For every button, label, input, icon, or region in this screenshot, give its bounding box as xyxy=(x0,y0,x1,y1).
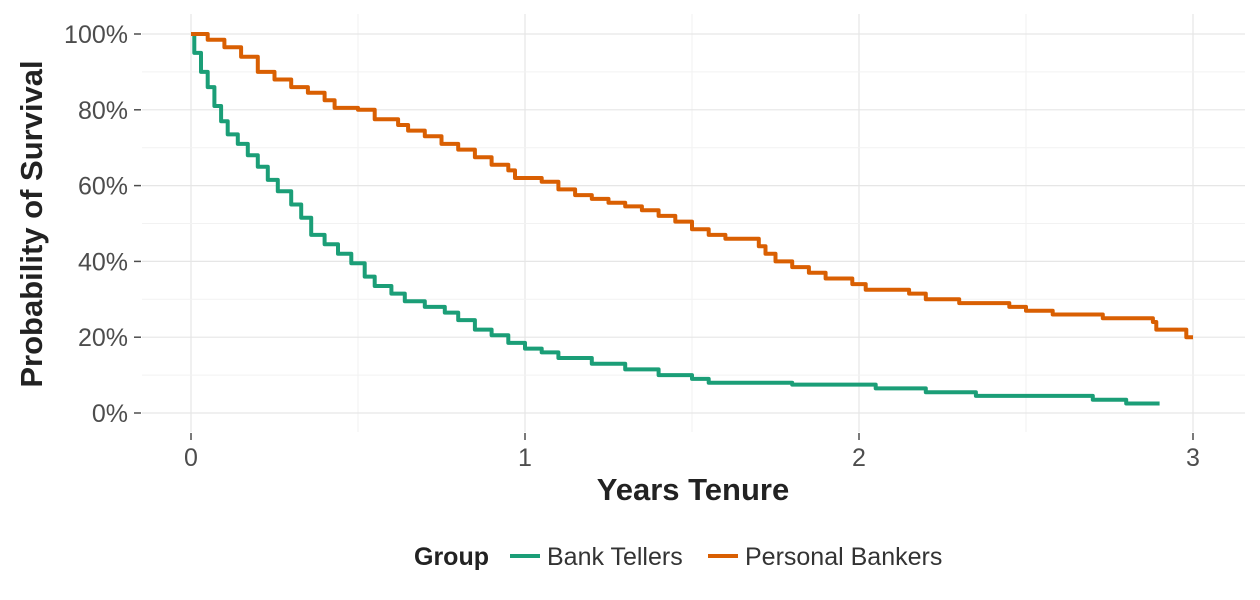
y-tick-label: 80% xyxy=(78,97,128,125)
y-axis-title: Probability of Survival xyxy=(14,60,49,387)
x-tick-label: 2 xyxy=(852,444,866,472)
y-tick-label: 20% xyxy=(78,324,128,352)
legend: Group Bank Tellers Personal Bankers xyxy=(414,543,942,571)
y-tick-label: 0% xyxy=(92,400,128,428)
axis-ticks: 0% 20% 40% 60% 80% 100% 0 1 2 3 xyxy=(64,21,1200,472)
y-tick-label: 60% xyxy=(78,173,128,201)
legend-label: Bank Tellers xyxy=(547,543,683,571)
y-tick-label: 40% xyxy=(78,248,128,276)
series-lines xyxy=(191,32,1193,406)
series-line-bank-tellers xyxy=(191,32,1160,406)
x-axis-title: Years Tenure xyxy=(597,472,789,507)
x-tick-label: 1 xyxy=(518,444,532,472)
legend-title: Group xyxy=(414,543,489,571)
x-tick-label: 3 xyxy=(1186,444,1200,472)
series-line-personal-bankers xyxy=(191,32,1193,340)
y-tick-label: 100% xyxy=(64,21,128,49)
x-tick-label: 0 xyxy=(184,444,198,472)
legend-label: Personal Bankers xyxy=(745,543,942,571)
